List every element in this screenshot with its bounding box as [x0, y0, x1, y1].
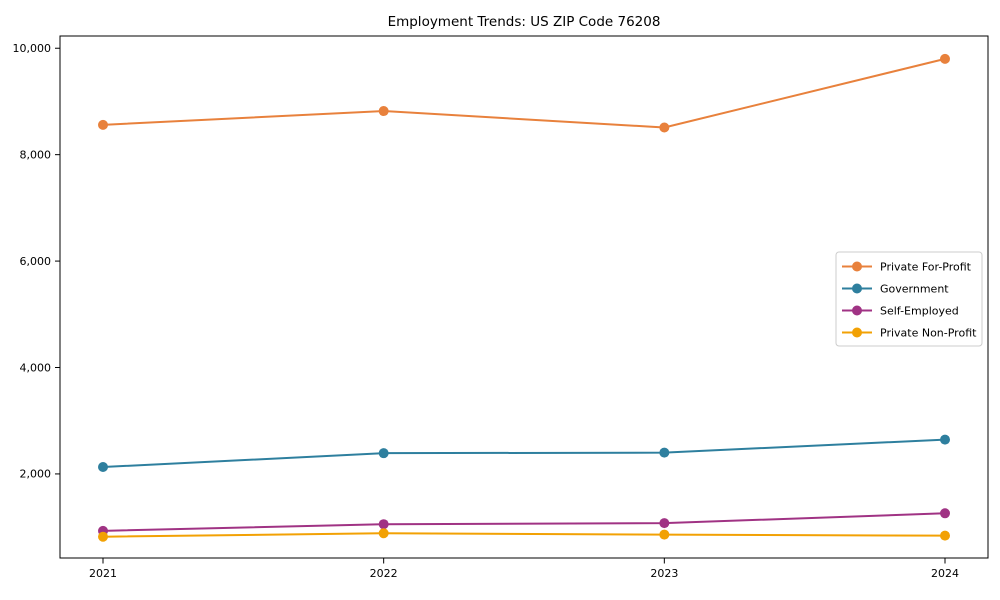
data-point-government [659, 447, 670, 458]
data-point-government [378, 448, 389, 459]
series-line-private-non-profit [102, 532, 946, 538]
series-line-government [102, 438, 946, 469]
series-line-private-for-profit [102, 57, 946, 129]
x-tick-label: 2023 [650, 567, 678, 580]
data-point-government [98, 462, 108, 473]
data-point-private-non-profit [659, 529, 670, 540]
x-tick-label: 2022 [370, 567, 398, 580]
data-point-self-employed [659, 518, 670, 529]
data-point-private-non-profit [98, 531, 108, 542]
y-tick-label: 4,000 [20, 361, 52, 374]
data-point-government [940, 434, 950, 445]
y-tick-label: 6,000 [20, 255, 52, 268]
data-point-self-employed [378, 519, 389, 530]
data-point-private-non-profit [940, 530, 950, 541]
data-point-private-for-profit [940, 53, 950, 64]
legend-label: Private Non-Profit [880, 326, 977, 339]
legend-marker [852, 261, 862, 272]
legend-box [835, 251, 983, 347]
legend-label: Self-Employed [880, 304, 959, 317]
legend-marker [852, 305, 862, 316]
legend-label: Private For-Profit [880, 260, 972, 273]
plot-area: 2,000 4,000 6,000 8,000 10,000 2021 2022 2023 20… [13, 35, 989, 580]
legend-marker [852, 283, 862, 294]
data-point-self-employed [940, 508, 950, 519]
x-tick-label: 2021 [89, 567, 117, 580]
legend: Private For-Profit Government Self-Employe… [835, 251, 983, 347]
legend-marker [852, 327, 862, 338]
data-point-private-non-profit [378, 528, 389, 539]
y-tick-label: 10,000 [13, 42, 52, 55]
data-point-private-for-profit [98, 119, 108, 130]
data-point-private-for-profit [378, 106, 389, 117]
x-tick-label: 2024 [931, 567, 959, 580]
y-tick-label: 8,000 [20, 148, 52, 161]
legend-label: Government [880, 282, 949, 295]
chart-title: Employment Trends: US ZIP Code 76208 [388, 14, 661, 30]
series-line-self-employed [102, 512, 946, 532]
axes-frame [59, 35, 989, 559]
y-tick-label: 2,000 [20, 468, 52, 481]
data-point-private-for-profit [659, 122, 670, 133]
